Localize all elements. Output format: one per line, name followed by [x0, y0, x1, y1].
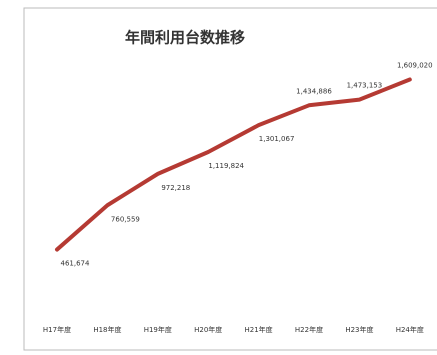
x-tick-label: H18年度: [93, 325, 121, 334]
chart-title: 年間利用台数推移: [125, 29, 245, 47]
line: [55, 77, 412, 252]
chart-frame: [23, 7, 437, 351]
x-tick-label: H19年度: [144, 325, 172, 334]
data-label: 1,609,020: [397, 61, 433, 69]
data-label: 972,218: [161, 184, 190, 192]
x-tick-label: H20年度: [194, 325, 222, 334]
data-label: 461,674: [61, 260, 90, 268]
data-label: 1,434,886: [296, 87, 332, 95]
x-tick-label: H17年度: [43, 325, 71, 334]
x-tick-label: H21年度: [245, 325, 273, 334]
x-tick-label: H22年度: [295, 325, 323, 334]
data-label: 760,559: [111, 215, 140, 223]
x-tick-label: H23年度: [345, 325, 373, 334]
x-tick-label: H24年度: [396, 325, 424, 334]
data-label: 1,473,153: [347, 82, 383, 90]
data-label: 1,301,067: [259, 135, 295, 143]
data-label: 1,119,824: [208, 162, 244, 170]
